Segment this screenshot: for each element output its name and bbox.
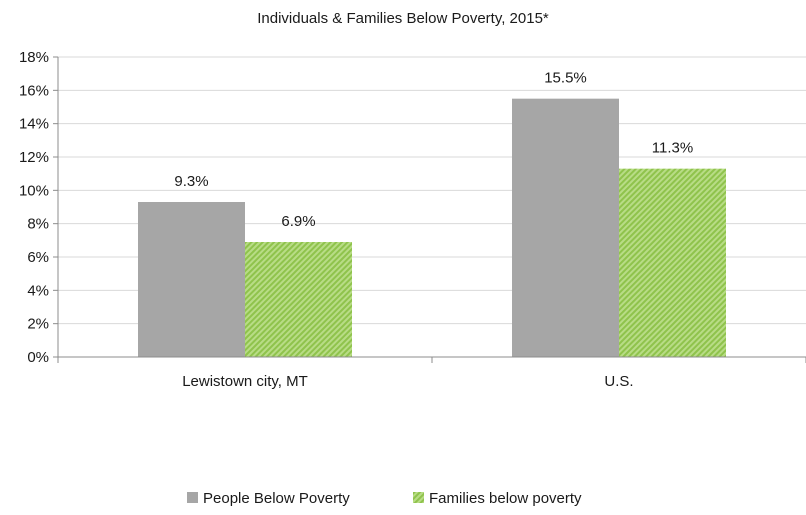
y-tick-label: 4% [27,282,49,299]
bar-families-1 [619,169,726,357]
legend-swatch [187,492,198,503]
data-label: 15.5% [544,70,587,87]
legend-label: Families below poverty [429,490,582,507]
bar-families-0 [245,242,352,357]
chart-title: Individuals & Families Below Poverty, 20… [257,10,549,27]
bars [138,99,726,357]
data-label: 11.3% [652,140,693,157]
legend: People Below Poverty Families below pover… [187,490,582,507]
x-axis: Lewistown city, MT U.S. [58,357,806,390]
y-tick-label: 6% [27,249,49,266]
data-label: 9.3% [174,173,208,190]
legend-swatch [413,492,424,503]
legend-label: People Below Poverty [203,490,350,507]
x-category-label: U.S. [604,373,633,390]
y-tick-label: 0% [27,349,49,366]
y-tick-label: 14% [19,116,49,133]
y-tick-label: 18% [19,49,49,66]
data-label: 6.9% [281,213,315,230]
bar-people-0 [138,202,245,357]
y-tick-label: 2% [27,316,49,333]
bar-people-1 [512,99,619,357]
y-axis: 0% 2% 4% 6% 8% 10% 12% 14% 16% 18% [19,49,58,366]
x-category-label: Lewistown city, MT [182,373,308,390]
y-tick-label: 10% [19,182,49,199]
y-tick-label: 8% [27,216,49,233]
y-tick-label: 12% [19,149,49,166]
y-tick-label: 16% [19,82,49,99]
